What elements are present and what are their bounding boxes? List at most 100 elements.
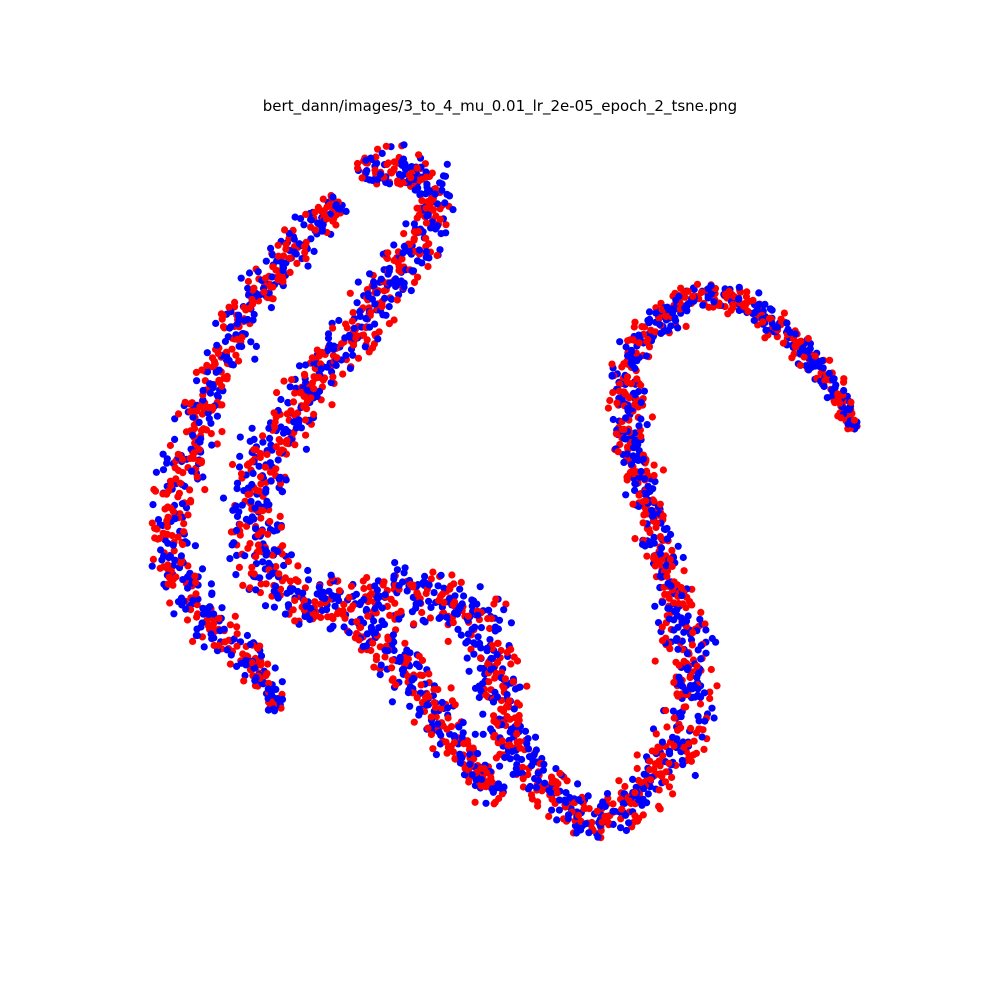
scatter-point-blue (345, 629, 353, 637)
scatter-point-red (444, 637, 452, 646)
scatter-point-red (705, 303, 713, 311)
scatter-point-blue (669, 733, 677, 741)
scatter-point-red (300, 242, 309, 250)
scatter-point-blue (753, 305, 761, 313)
scatter-point-blue (690, 285, 698, 294)
scatter-point-red (553, 789, 561, 797)
scatter-point-blue (271, 664, 279, 672)
scatter-point-red (713, 682, 721, 690)
scatter-point-red (191, 572, 199, 580)
scatter-point-blue (691, 771, 699, 780)
scatter-point-red (426, 201, 434, 209)
scatter-point-red (417, 681, 425, 689)
scatter-point-blue (408, 163, 416, 171)
scatter-point-red (749, 296, 757, 304)
scatter-point-blue (213, 341, 221, 349)
scatter-point-blue (280, 561, 288, 570)
chart-title: bert_dann/images/3_to_4_mu_0.01_lr_2e-05… (262, 97, 738, 115)
scatter-point-blue (528, 762, 536, 770)
scatter-point-red (287, 407, 295, 415)
scatter-point-red (633, 751, 641, 759)
scatter-point-blue (489, 698, 498, 706)
scatter-point-blue (684, 664, 692, 672)
scatter-point-red (317, 600, 325, 608)
scatter-point-blue (493, 651, 501, 659)
scatter-point-blue (352, 590, 360, 598)
scatter-point-red (513, 720, 521, 728)
scatter-point-blue (584, 792, 592, 800)
scatter-point-blue (617, 824, 625, 832)
scatter-point-red (367, 590, 376, 598)
scatter-point-blue (317, 365, 325, 373)
scatter-point-blue (668, 309, 677, 317)
scatter-point-blue (213, 412, 221, 420)
scatter-point-blue (195, 418, 203, 426)
scatter-point-red (692, 749, 701, 757)
scatter-point-blue (374, 594, 382, 603)
scatter-point-red (211, 360, 219, 368)
scatter-point-red (349, 602, 357, 610)
scatter-point-blue (609, 415, 617, 424)
scatter-point-red (275, 449, 283, 457)
scatter-point-blue (507, 725, 516, 733)
scatter-point-blue (652, 309, 660, 317)
scatter-point-red (651, 562, 659, 570)
scatter-point-blue (381, 591, 389, 599)
scatter-point-red (151, 524, 159, 532)
scatter-point-blue (437, 571, 445, 579)
scatter-point-blue (182, 605, 190, 613)
scatter-point-blue (823, 394, 831, 402)
scatter-point-red (804, 334, 812, 343)
scatter-point-red (328, 401, 336, 409)
scatter-point-blue (233, 479, 242, 487)
scatter-point-blue (301, 361, 310, 369)
scatter-point-blue (251, 677, 259, 685)
scatter-point-red (405, 171, 414, 179)
scatter-point-blue (193, 631, 202, 640)
scatter-point-blue (401, 165, 410, 173)
scatter-point-red (383, 160, 391, 169)
scatter-point-red (313, 346, 321, 354)
scatter-point-red (398, 255, 406, 263)
scatter-point-blue (388, 698, 396, 706)
scatter-point-red (301, 584, 309, 592)
scatter-point-blue (307, 216, 316, 224)
scatter-point-blue (177, 552, 185, 560)
scatter-point-red (311, 226, 320, 234)
scatter-point-blue (486, 636, 494, 644)
scatter-point-red (240, 677, 248, 685)
scatter-point-blue (295, 416, 303, 424)
scatter-point-red (340, 600, 348, 609)
scatter-point-blue (268, 569, 277, 577)
scatter-point-red (329, 324, 337, 332)
scatter-point-red (197, 459, 205, 467)
scatter-point-blue (735, 295, 743, 303)
scatter-point-blue (228, 541, 236, 549)
scatter-point-blue (637, 398, 645, 407)
scatter-point-blue (631, 438, 639, 446)
scatter-point-red (696, 700, 705, 708)
scatter-point-red (519, 775, 527, 783)
scatter-point-blue (327, 379, 335, 387)
scatter-point-blue (204, 409, 212, 417)
scatter-point-red (523, 682, 531, 690)
scatter-point-blue (267, 477, 275, 485)
scatter-point-blue (318, 227, 326, 235)
scatter-point-red (422, 234, 430, 242)
scatter-point-blue (227, 651, 235, 659)
scatter-point-blue (270, 527, 278, 535)
scatter-point-red (669, 790, 677, 798)
scatter-point-blue (208, 589, 216, 597)
scatter-point-red (233, 630, 241, 638)
scatter-point-blue (233, 662, 241, 671)
scatter-point-blue (762, 326, 770, 334)
scatter-point-blue (811, 362, 819, 370)
scatter-point-red (201, 486, 209, 494)
scatter-point-blue (523, 740, 531, 748)
scatter-point-red (264, 660, 272, 668)
scatter-point-blue (252, 525, 260, 533)
scatter-point-red (310, 385, 318, 393)
scatter-point-red (329, 217, 337, 225)
scatter-point-blue (707, 290, 715, 298)
scatter-point-blue (230, 635, 238, 643)
